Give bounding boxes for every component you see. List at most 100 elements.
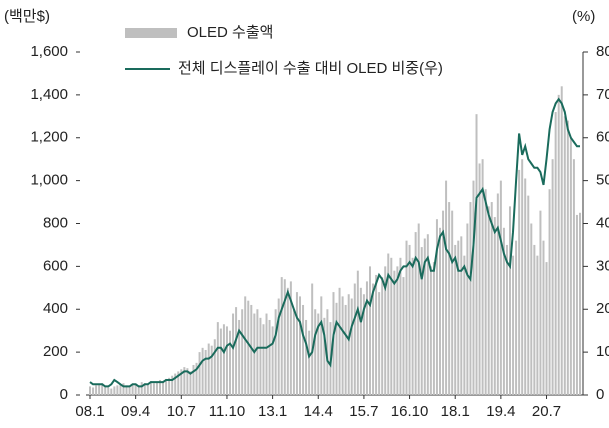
bar (512, 255, 515, 395)
bar (177, 371, 180, 395)
bar (207, 343, 210, 395)
bar (335, 302, 338, 395)
bar (575, 214, 578, 395)
bar (542, 240, 545, 395)
bar (247, 300, 250, 395)
bar (429, 266, 432, 395)
bar (201, 347, 204, 395)
bar (518, 169, 521, 395)
bar (262, 324, 265, 395)
bar (113, 386, 116, 395)
bar (448, 202, 451, 395)
bar (515, 240, 518, 395)
bar (305, 319, 308, 395)
bar (460, 236, 463, 395)
y2-tick-label: 10 (596, 343, 609, 360)
bar (551, 159, 554, 395)
y-tick-label: 1,600 (30, 43, 68, 60)
bar (451, 210, 454, 395)
x-tick-label: 20.7 (532, 403, 561, 420)
bar (128, 386, 131, 395)
bar (110, 388, 113, 395)
bar (350, 298, 353, 395)
bar (402, 277, 405, 395)
x-tick-label: 08.1 (75, 403, 104, 420)
bar (369, 266, 371, 395)
bar (162, 381, 165, 395)
y2-tick-label: 40 (596, 214, 609, 231)
legend-label: 전체 디스플레이 수출 대비 OLED 비중(우) (178, 60, 443, 77)
bar (472, 180, 475, 395)
bar (232, 313, 235, 395)
x-tick-label: 18.1 (441, 403, 470, 420)
bar (277, 298, 280, 395)
bar (137, 385, 140, 395)
y2-tick-label: 70 (596, 86, 609, 103)
bar (502, 227, 505, 395)
legend-label: OLED 수출액 (187, 24, 273, 41)
bar (475, 114, 478, 395)
bar (487, 206, 490, 395)
bar (478, 163, 481, 395)
bar (387, 253, 390, 395)
bar (183, 367, 186, 395)
bar (101, 383, 104, 395)
bar (289, 281, 292, 395)
legend-swatch (125, 28, 177, 38)
bar (381, 277, 384, 395)
bar (131, 385, 134, 395)
y-tick-label: 200 (43, 343, 68, 360)
bar (104, 386, 107, 395)
bar (107, 387, 110, 395)
bar (323, 317, 326, 395)
bar (420, 247, 423, 395)
y-tick-label: 0 (60, 386, 68, 403)
bar (466, 223, 469, 395)
bar (134, 384, 137, 395)
bar (365, 281, 368, 395)
bar (423, 238, 426, 395)
bar (569, 137, 572, 395)
bar (533, 244, 536, 395)
bar (253, 313, 256, 395)
y2-axis-label: (%) (572, 8, 595, 25)
bar (317, 313, 320, 395)
bar (238, 319, 241, 395)
bar (250, 304, 253, 395)
bar (155, 382, 158, 395)
bar (314, 309, 317, 395)
bar (375, 274, 378, 395)
bar (362, 294, 365, 395)
bar (484, 189, 487, 395)
bar (192, 364, 195, 395)
x-tick-label: 11.10 (209, 403, 245, 420)
x-tick-label: 14.4 (304, 403, 333, 420)
bar (560, 86, 563, 396)
bar (344, 304, 347, 395)
bar (125, 385, 128, 395)
bar (359, 287, 362, 395)
bar (122, 383, 125, 395)
bar (256, 309, 259, 395)
x-tick-label: 19.4 (486, 403, 515, 420)
bar (140, 382, 143, 395)
x-tick-label: 09.4 (121, 403, 150, 420)
bar (286, 287, 289, 395)
y2-tick-label: 50 (596, 172, 609, 189)
bar (152, 383, 155, 395)
bar (159, 379, 161, 395)
bar (189, 371, 192, 395)
bar (341, 296, 344, 395)
bar (442, 210, 445, 395)
bar (210, 345, 213, 395)
bar (225, 326, 228, 395)
bar (384, 266, 387, 395)
bar (426, 234, 429, 395)
bar (408, 244, 411, 395)
bar (198, 352, 201, 395)
bar (505, 244, 508, 395)
bar (572, 159, 575, 395)
y-tick-label: 1,400 (30, 86, 68, 103)
y-axis-label: (백만$) (4, 8, 50, 25)
bar (396, 266, 399, 395)
